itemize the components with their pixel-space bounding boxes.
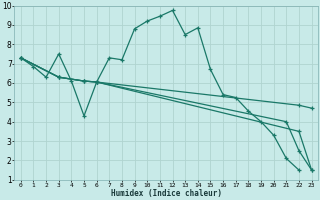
X-axis label: Humidex (Indice chaleur): Humidex (Indice chaleur) [111,189,222,198]
